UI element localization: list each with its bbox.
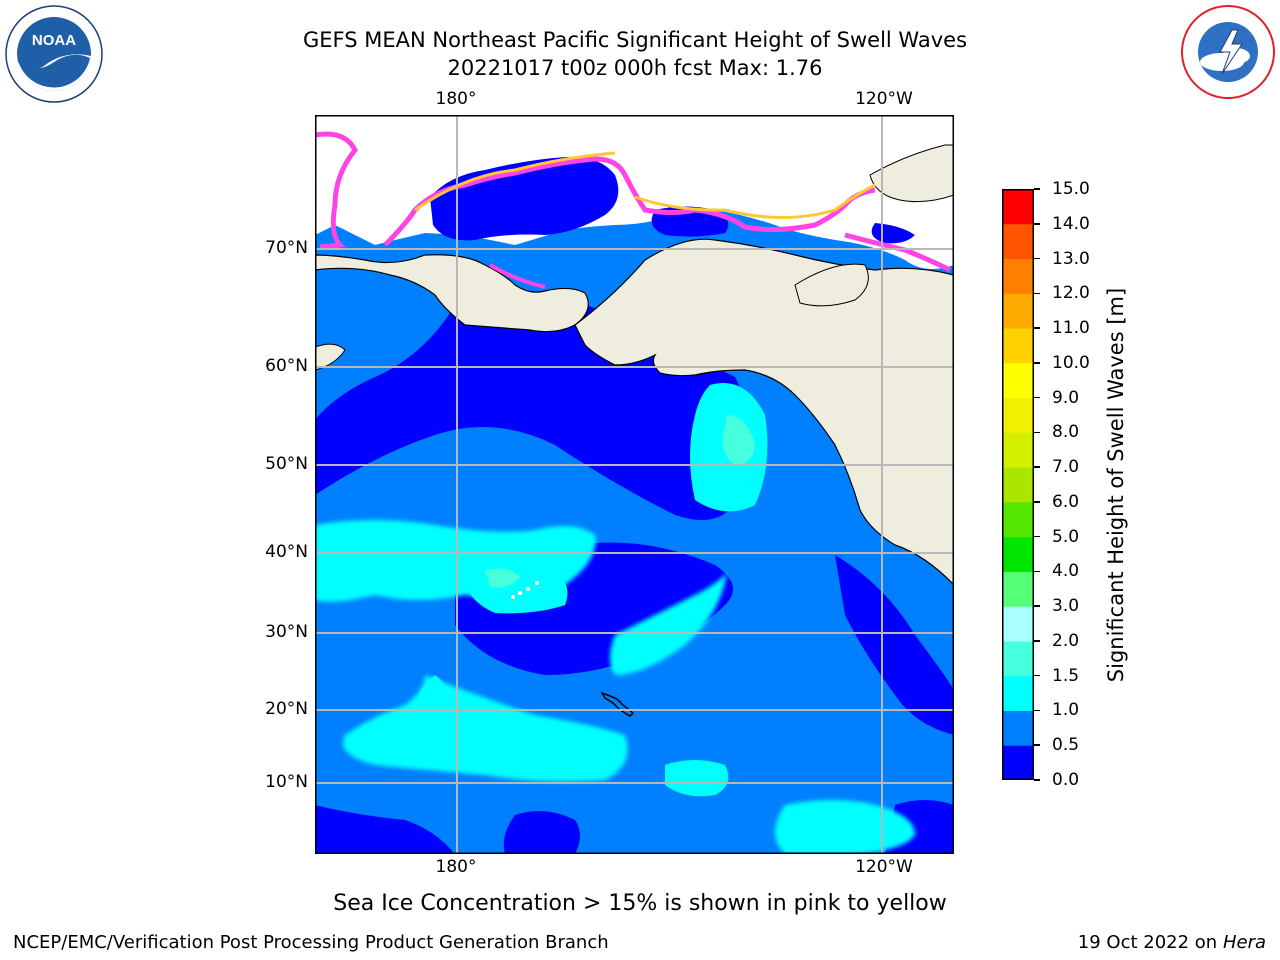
colorbar-tick-label: 3.0 [1052,596,1080,617]
colorbar-tick-mark [1034,535,1040,538]
colorbar-tick-label: 1.5 [1052,665,1080,686]
colorbar-tick-mark [1034,431,1040,434]
map-title: GEFS MEAN Northeast Pacific Significant … [302,28,968,52]
colorbar-segment [1002,397,1034,433]
colorbar-segment [1002,710,1034,746]
colorbar-segment [1002,189,1034,225]
lat-tick-60n: 60°N [265,356,308,376]
colorbar-segment [1002,571,1034,607]
colorbar-tick-label: 14.0 [1052,213,1090,234]
lat-tick-40n: 40°N [265,542,308,562]
colorbar-tick-mark [1034,744,1040,746]
colorbar-tick-label: 0.0 [1052,770,1080,790]
map-subtitle: 20221017 t00z 000h fcst Max: 1.76 [447,56,823,80]
colorbar-tick-mark [1034,605,1040,607]
lat-tick-10n: 10°N [265,772,308,792]
colorbar-segment [1002,223,1034,260]
colorbar-tick-label: 5.0 [1052,526,1080,547]
nws-logo-icon [1176,2,1280,106]
colorbar-tick-label: 13.0 [1052,248,1090,269]
lon-tick-top-180: 180° [435,89,477,109]
colorbar-tick-label: 8.0 [1052,422,1080,443]
colorbar-tick-label: 2.0 [1052,630,1080,651]
footer-date-text: 19 Oct 2022 on [1077,932,1218,953]
lon-tick-bottom-120w: 120°W [855,857,913,877]
colorbar-tick-mark [1034,570,1040,573]
colorbar-segment [1002,293,1034,329]
colorbar-tick-mark [1034,640,1040,642]
colorbar-tick-mark [1034,327,1040,329]
colorbar-segment [1002,328,1034,364]
sea-ice-caption: Sea Ice Concentration > 15% is shown in … [333,891,947,916]
colorbar-tick-mark [1034,709,1040,712]
colorbar-tick-label: 15.0 [1052,179,1090,199]
lon-tick-bottom-180: 180° [435,857,477,877]
colorbar-tick-mark [1034,674,1040,677]
colorbar-segment [1002,501,1034,538]
lat-tick-20n: 20°N [265,699,308,719]
colorbar-tick-mark [1034,779,1040,781]
colorbar-tick-label: 9.0 [1052,387,1080,408]
colorbar-segment [1002,432,1034,468]
noaa-logo-icon: NOAA [4,4,104,108]
colorbar-tick-label: 6.0 [1052,491,1080,512]
colorbar-tick-mark [1034,466,1040,468]
colorbar-tick-mark [1034,257,1040,260]
colorbar-tick-label: 12.0 [1052,283,1090,304]
colorbar-tick-label: 11.0 [1052,318,1090,339]
colorbar-tick-mark [1034,188,1040,190]
colorbar-segment [1002,467,1034,503]
colorbar-segment [1002,640,1034,677]
colorbar-segment [1002,675,1034,711]
footer-org: NCEP/EMC/Verification Post Processing Pr… [13,932,609,953]
colorbar-segment [1002,606,1034,642]
lat-tick-50n: 50°N [265,454,308,474]
colorbar-segment [1002,536,1034,572]
lon-tick-top-120w: 120°W [855,89,913,109]
colorbar-segment [1002,745,1034,780]
colorbar-tick-mark [1034,223,1040,225]
footer-date: 19 Oct 2022 on Hera [1078,932,1266,954]
colorbar-border [1002,189,1034,780]
colorbar-tick-mark [1034,292,1040,295]
colorbar-tick-mark [1034,501,1040,503]
colorbar-segment [1002,362,1034,399]
lat-tick-30n: 30°N [265,622,308,642]
colorbar-tick-label: 7.0 [1052,457,1080,478]
lat-tick-70n: 70°N [265,238,308,258]
colorbar-tick-label: 10.0 [1052,352,1090,373]
swell-height-map [315,115,954,854]
colorbar [1002,189,1034,780]
colorbar-segment [1002,258,1034,294]
colorbar-tick-mark [1034,362,1040,364]
footer-machine: Hera [1222,932,1266,953]
noaa-logo-text: NOAA [32,32,76,49]
colorbar-label: Significant Height of Swell Waves [m] [1104,287,1128,683]
colorbar-tick-label: 0.5 [1052,735,1080,756]
colorbar-tick-label: 1.0 [1052,700,1080,721]
colorbar-tick-label: 4.0 [1052,561,1080,582]
colorbar-tick-mark [1034,396,1040,399]
